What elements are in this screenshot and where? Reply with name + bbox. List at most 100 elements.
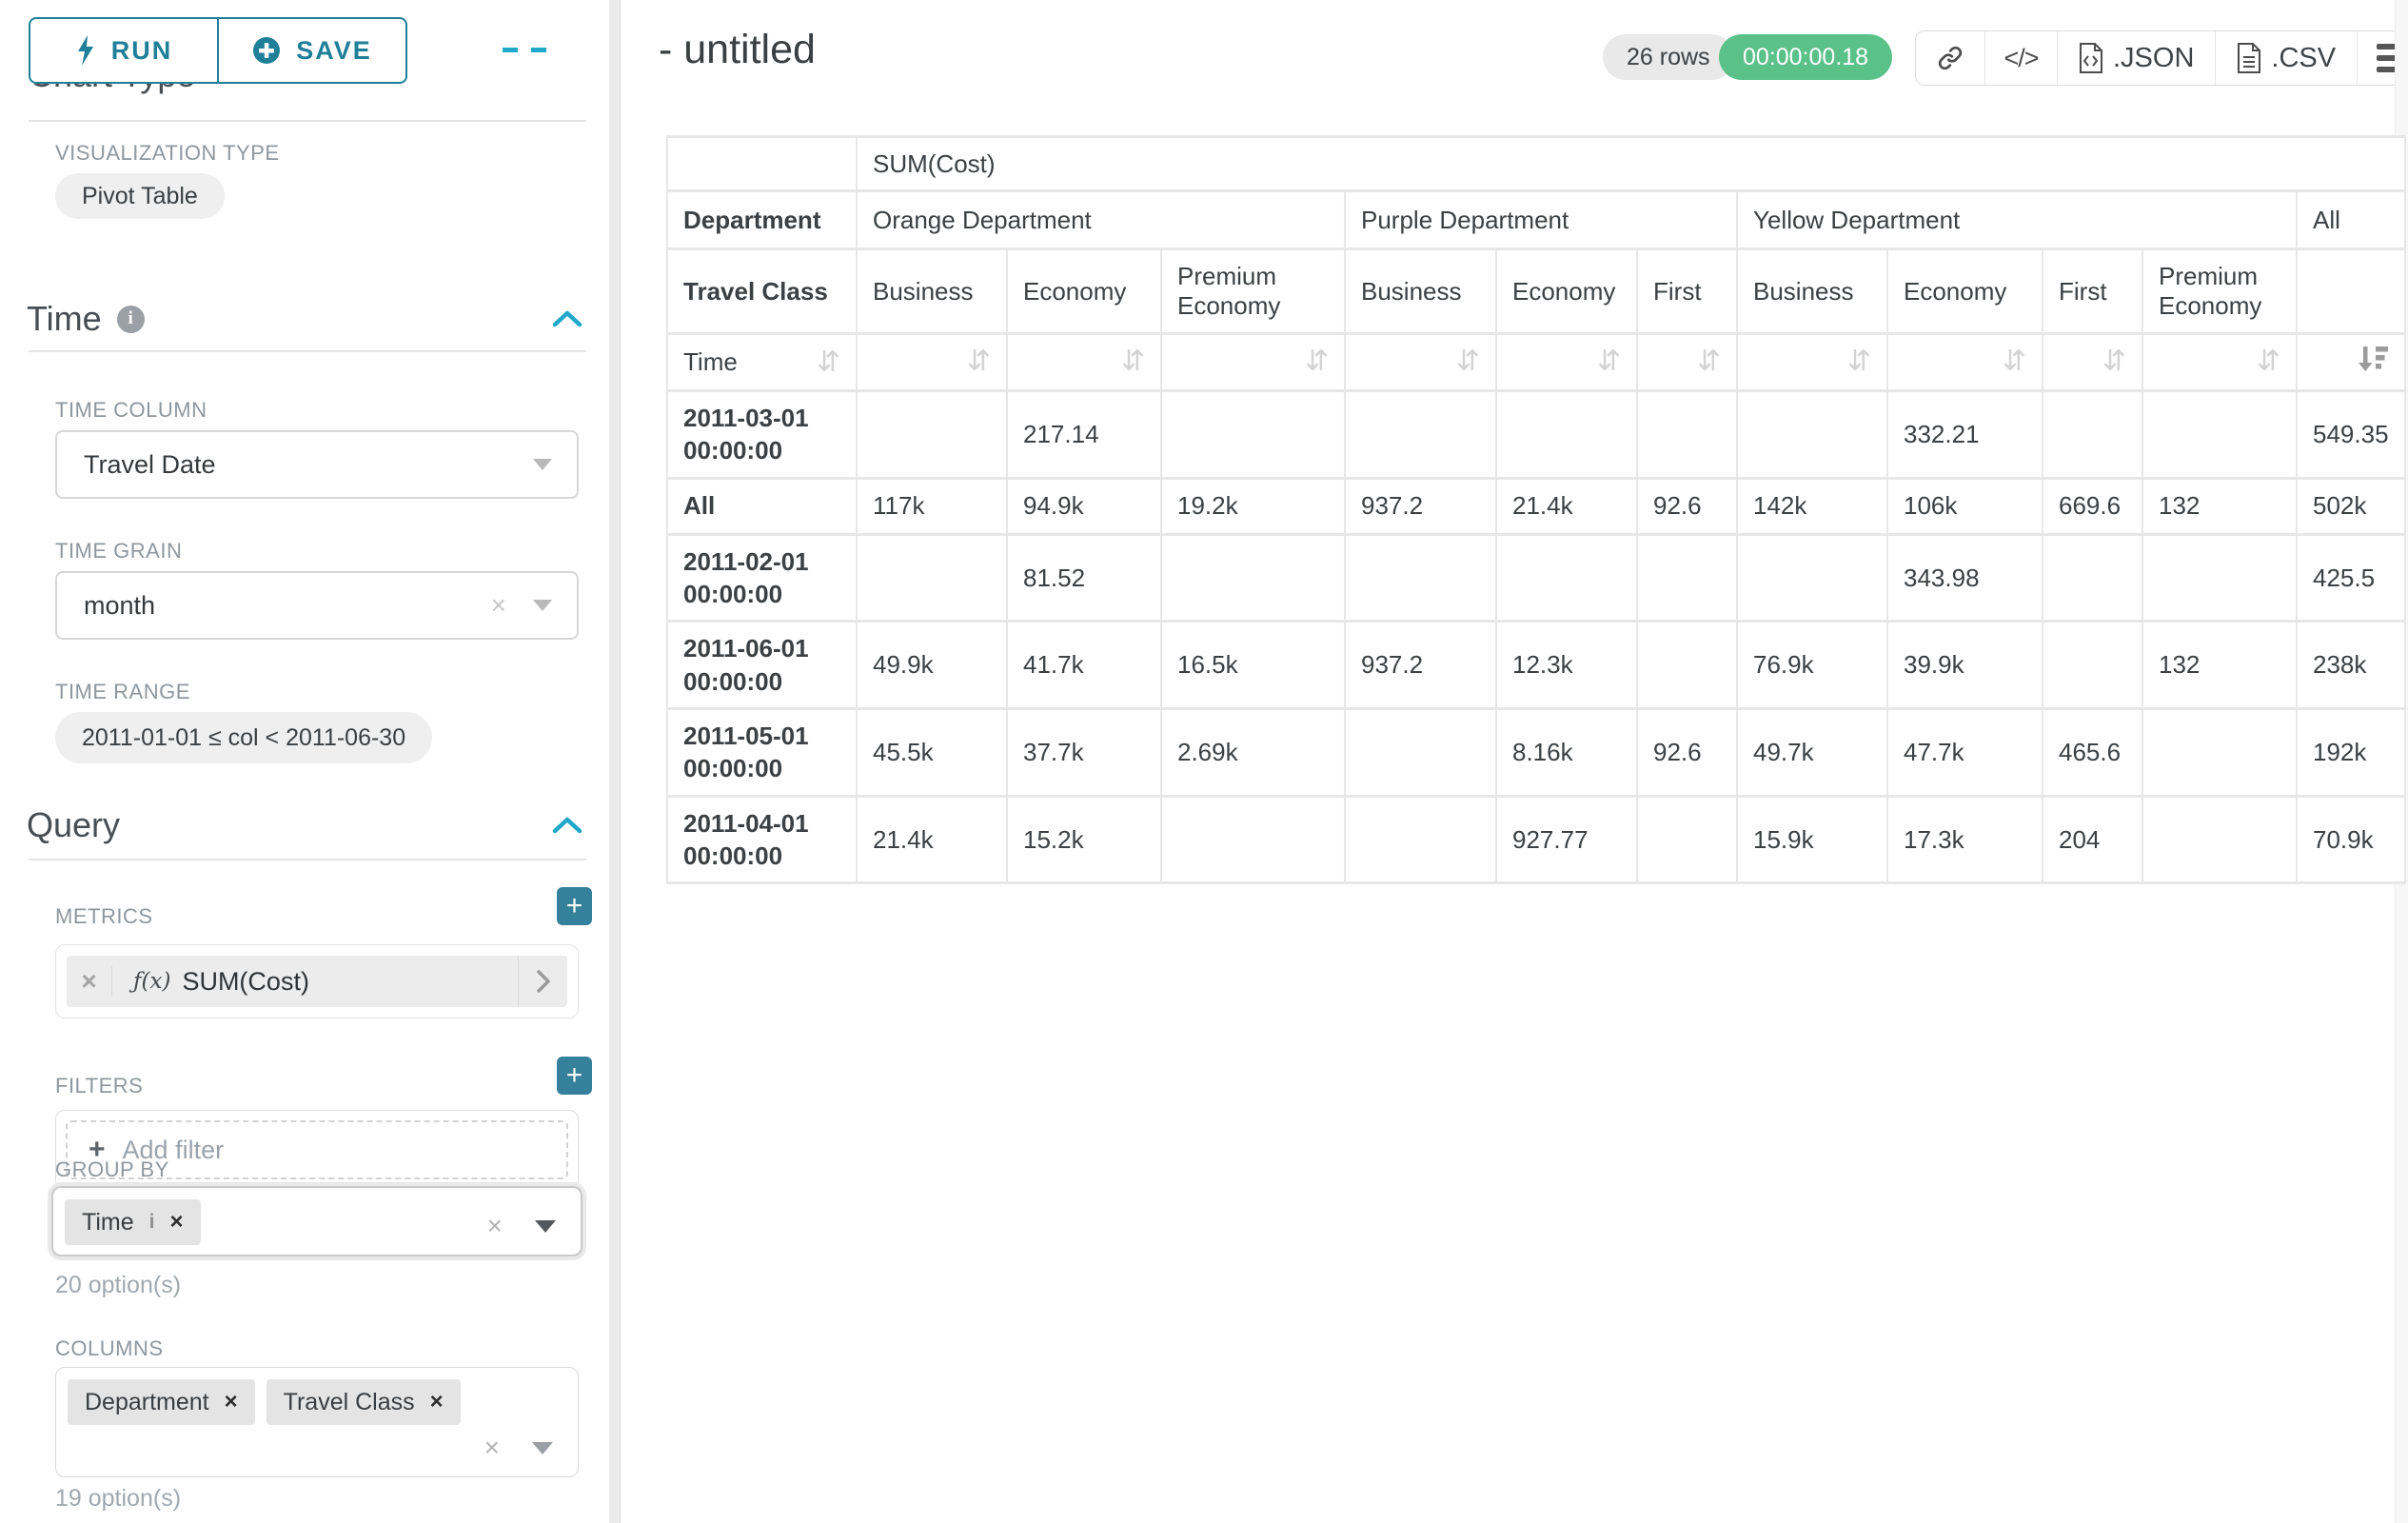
csv-file-icon — [2237, 43, 2261, 73]
columns-tag-label: Travel Class — [284, 1389, 415, 1416]
chevron-down-icon[interactable] — [532, 1442, 553, 1454]
sort-icon: ⇵ — [2257, 346, 2280, 377]
time-grain-value: month — [84, 591, 155, 621]
remove-tag-icon[interactable]: × — [169, 1209, 183, 1236]
run-button-label: RUN — [111, 36, 173, 66]
columns-select[interactable]: Department × Travel Class × × — [55, 1367, 579, 1477]
chevron-right-icon[interactable] — [518, 956, 567, 1007]
sortable-column[interactable]: ⇵ — [1497, 335, 1636, 389]
chart-title[interactable]: - untitled — [659, 27, 816, 73]
sortable-column[interactable]: ⇵ — [1638, 335, 1736, 389]
sortable-column[interactable]: ⇵ — [2043, 335, 2142, 389]
time-axis-label: Time — [683, 347, 738, 377]
sort-icon: ⇵ — [1456, 346, 1480, 377]
time-range-label: TIME RANGE — [55, 680, 190, 704]
add-metric-button[interactable]: + — [557, 887, 592, 925]
metric-chip[interactable]: × ƒ(x) SUM(Cost) — [67, 956, 567, 1007]
cell: 132 — [2143, 623, 2296, 707]
time-column-select[interactable]: Travel Date — [55, 430, 579, 499]
cell: 92.6 — [1638, 710, 1736, 795]
cell: 94.9k — [1008, 480, 1160, 533]
metric-header: SUM(Cost) — [858, 138, 2404, 189]
cell: 465.6 — [2043, 710, 2142, 795]
time-range-value[interactable]: 2011-01-01 ≤ col < 2011-06-30 — [55, 712, 432, 763]
row-label: 2011-03-01 00:00:00 — [668, 392, 856, 477]
filters-label: FILTERS — [55, 1074, 143, 1098]
cell — [1346, 710, 1495, 795]
columns-options-hint: 19 option(s) — [55, 1485, 181, 1513]
column-header: Business — [1346, 250, 1495, 332]
column-group-header: Orange Department — [858, 192, 1344, 247]
view-query-button[interactable]: </> — [1985, 31, 2058, 85]
column-group-header: Yellow Department — [1738, 192, 2296, 247]
visualization-type-label: VISUALIZATION TYPE — [55, 141, 280, 166]
cell: 47.7k — [1888, 710, 2042, 795]
sortable-column[interactable]: ⇵ — [1888, 335, 2042, 389]
time-axis-header[interactable]: Time ⇵ — [668, 335, 856, 389]
cell: 669.6 — [2043, 480, 2142, 533]
remove-tag-icon[interactable]: × — [225, 1389, 238, 1415]
clear-icon[interactable]: × — [487, 1211, 503, 1241]
group-by-tag-label: Time — [82, 1209, 134, 1236]
sidebar-scrollbar[interactable] — [609, 0, 620, 1523]
sort-icon: ⇵ — [1597, 346, 1621, 377]
cell: 81.52 — [1008, 536, 1160, 621]
export-csv-button[interactable]: .CSV — [2216, 31, 2358, 85]
cell: 927.77 — [1497, 798, 1636, 882]
column-header: Premium Economy — [1162, 250, 1344, 332]
sortable-column[interactable]: ⇵ — [858, 335, 1006, 389]
cell: 117k — [858, 480, 1006, 533]
divider — [29, 859, 586, 860]
cell: 76.9k — [1738, 623, 1886, 707]
sortable-column[interactable]: ⇵ — [1162, 335, 1344, 389]
group-by-tag[interactable]: Time i × — [65, 1199, 201, 1245]
cell: 502k — [2298, 480, 2404, 533]
column-header: Economy — [1888, 250, 2042, 332]
visualization-type-value[interactable]: Pivot Table — [55, 173, 225, 219]
row-label: 2011-04-01 00:00:00 — [668, 798, 856, 882]
row-count-badge: 26 rows — [1603, 34, 1734, 80]
cell: 19.2k — [1162, 480, 1344, 533]
remove-metric-icon[interactable]: × — [67, 966, 112, 997]
cell — [1638, 623, 1736, 707]
add-filter-button[interactable]: + — [557, 1057, 592, 1095]
share-link-button[interactable] — [1916, 31, 1985, 85]
cell — [2143, 710, 2296, 795]
sortable-column[interactable]: ⇵ — [1008, 335, 1160, 389]
columns-tag[interactable]: Department × — [68, 1379, 255, 1425]
cell: 2.69k — [1162, 710, 1344, 795]
export-csv-label: .CSV — [2271, 43, 2336, 74]
time-grain-label: TIME GRAIN — [55, 539, 182, 564]
save-button[interactable]: SAVE — [218, 17, 407, 84]
group-by-label: GROUP BY — [55, 1157, 169, 1182]
clear-icon[interactable]: × — [491, 590, 506, 621]
clear-icon[interactable]: × — [484, 1433, 500, 1463]
chevron-up-icon[interactable] — [552, 817, 582, 834]
sortable-column[interactable]: ⇵ — [1346, 335, 1495, 389]
cell — [1497, 536, 1636, 621]
time-section-header: Time i — [27, 299, 590, 339]
cell: 17.3k — [1888, 798, 2042, 882]
cell — [1738, 536, 1886, 621]
cell — [2043, 536, 2142, 621]
sortable-column[interactable]: ⇵ — [1738, 335, 1886, 389]
metrics-container: × ƒ(x) SUM(Cost) — [55, 944, 579, 1019]
chevron-down-icon[interactable] — [535, 1220, 556, 1233]
export-json-button[interactable]: .JSON — [2058, 31, 2216, 85]
run-button[interactable]: RUN — [29, 17, 218, 84]
group-by-select[interactable]: Time i × × — [51, 1186, 582, 1256]
cell: 937.2 — [1346, 480, 1495, 533]
cell — [1162, 798, 1344, 882]
sort-icon[interactable]: ⇵ — [817, 348, 840, 377]
columns-tag[interactable]: Travel Class × — [266, 1379, 461, 1425]
sortable-column[interactable]: ⇵ — [2143, 335, 2296, 389]
corner-cell — [668, 138, 856, 189]
chevron-down-icon — [533, 600, 552, 611]
cell — [1638, 392, 1736, 477]
chevron-up-icon[interactable] — [552, 310, 582, 327]
metric-name: SUM(Cost) — [182, 967, 309, 997]
remove-tag-icon[interactable]: × — [430, 1389, 444, 1415]
export-toolbar: </> .JSON .CSV — [1915, 30, 2408, 86]
time-grain-select[interactable]: month × — [55, 571, 579, 640]
sorted-column-descending[interactable] — [2298, 335, 2404, 389]
